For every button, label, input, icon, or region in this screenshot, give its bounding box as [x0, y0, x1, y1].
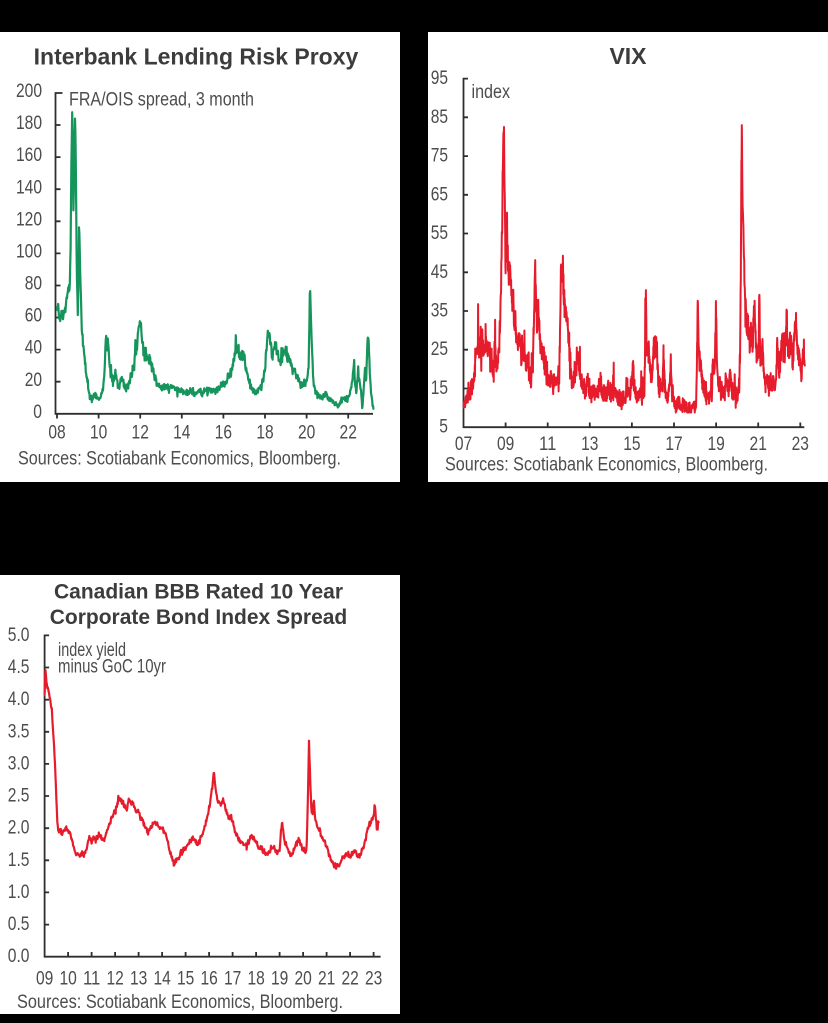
svg-text:100: 100 [16, 242, 42, 263]
svg-text:1.5: 1.5 [8, 850, 30, 871]
svg-text:80: 80 [25, 274, 42, 295]
svg-text:10: 10 [90, 423, 107, 444]
svg-text:Sources: Scotiabank Economics,: Sources: Scotiabank Economics, Bloomberg… [18, 449, 341, 470]
svg-text:21: 21 [318, 969, 335, 990]
svg-text:index: index [472, 82, 511, 103]
svg-text:18: 18 [256, 423, 273, 444]
svg-text:20: 20 [25, 370, 42, 391]
svg-text:16: 16 [200, 969, 217, 990]
svg-text:20: 20 [294, 969, 311, 990]
svg-text:18: 18 [247, 969, 264, 990]
svg-text:0: 0 [33, 402, 42, 423]
svg-text:14: 14 [153, 969, 171, 990]
svg-text:minus GoC 10yr: minus GoC 10yr [58, 657, 167, 678]
svg-text:5: 5 [439, 417, 448, 438]
svg-text:3.5: 3.5 [8, 721, 30, 742]
svg-text:75: 75 [431, 146, 448, 167]
svg-text:16: 16 [215, 423, 232, 444]
svg-text:25: 25 [431, 339, 448, 360]
svg-text:22: 22 [341, 969, 358, 990]
svg-text:11: 11 [83, 969, 100, 990]
svg-text:95: 95 [431, 68, 448, 89]
svg-text:200: 200 [16, 81, 42, 102]
svg-text:Corporate Bond Index Spread: Corporate Bond Index Spread [50, 606, 348, 629]
svg-text:23: 23 [365, 969, 382, 990]
svg-text:Canadian BBB Rated 10 Year: Canadian BBB Rated 10 Year [54, 581, 343, 604]
svg-text:17: 17 [224, 969, 241, 990]
svg-text:14: 14 [173, 423, 191, 444]
svg-text:4.0: 4.0 [8, 689, 30, 710]
svg-text:23: 23 [792, 434, 809, 455]
svg-text:Interbank Lending Risk Proxy: Interbank Lending Risk Proxy [34, 44, 359, 70]
svg-text:08: 08 [48, 423, 65, 444]
svg-text:15: 15 [623, 434, 640, 455]
svg-text:40: 40 [25, 338, 42, 359]
svg-text:19: 19 [707, 434, 724, 455]
svg-text:07: 07 [455, 434, 472, 455]
svg-text:20: 20 [298, 423, 315, 444]
svg-text:index yield: index yield [58, 640, 126, 661]
svg-text:19: 19 [271, 969, 288, 990]
svg-text:2.0: 2.0 [8, 818, 30, 839]
svg-text:09: 09 [36, 969, 53, 990]
svg-text:13: 13 [581, 434, 598, 455]
svg-text:4.5: 4.5 [8, 657, 30, 678]
svg-text:Sources: Scotiabank Economics: Sources: Scotiabank Economics, Bloomberg… [17, 992, 343, 1013]
svg-text:09: 09 [497, 434, 514, 455]
svg-text:140: 140 [16, 177, 42, 198]
svg-text:1.0: 1.0 [8, 882, 30, 903]
svg-text:22: 22 [340, 423, 357, 444]
svg-text:55: 55 [431, 223, 448, 244]
svg-text:15: 15 [431, 378, 448, 399]
svg-text:12: 12 [106, 969, 123, 990]
svg-text:180: 180 [16, 113, 42, 134]
svg-text:85: 85 [431, 107, 448, 128]
svg-text:5.0: 5.0 [8, 625, 30, 646]
svg-text:12: 12 [132, 423, 149, 444]
svg-text:160: 160 [16, 145, 42, 166]
svg-text:Sources: Scotiabank Economics,: Sources: Scotiabank Economics, Bloomberg… [445, 455, 768, 476]
svg-text:11: 11 [539, 434, 556, 455]
svg-text:15: 15 [177, 969, 194, 990]
svg-text:35: 35 [431, 301, 448, 322]
svg-text:21: 21 [750, 434, 767, 455]
svg-text:FRA/OIS spread, 3 month: FRA/OIS spread, 3 month [69, 90, 254, 111]
svg-text:45: 45 [431, 262, 448, 283]
svg-text:10: 10 [59, 969, 76, 990]
svg-text:0.5: 0.5 [8, 914, 30, 935]
svg-text:120: 120 [16, 209, 42, 230]
svg-text:65: 65 [431, 184, 448, 205]
svg-text:3.0: 3.0 [8, 753, 30, 774]
svg-text:13: 13 [130, 969, 147, 990]
svg-text:17: 17 [665, 434, 682, 455]
svg-text:2.5: 2.5 [8, 786, 30, 807]
svg-text:VIX: VIX [609, 43, 647, 69]
svg-text:0.0: 0.0 [8, 946, 30, 967]
svg-text:60: 60 [25, 306, 42, 327]
